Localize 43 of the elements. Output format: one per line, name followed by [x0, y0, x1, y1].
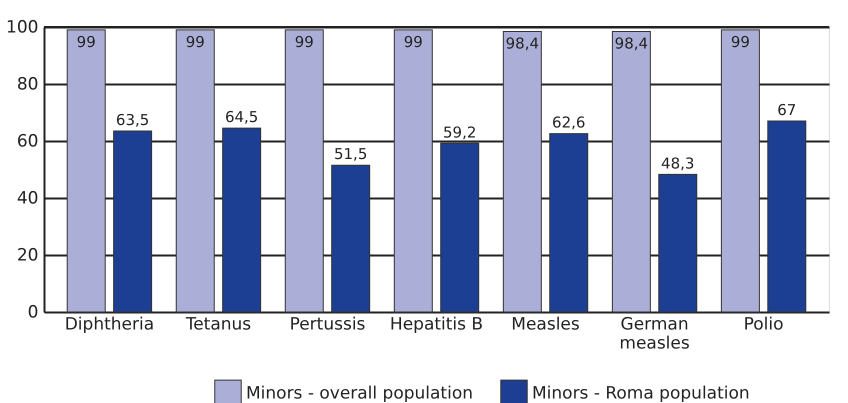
x-tick-label: Measles — [511, 314, 580, 334]
y-tick-label: 0 — [28, 302, 38, 322]
x-tick-label: Pertussis — [290, 314, 366, 334]
legend-label: Minors - overall population — [246, 383, 473, 403]
legend-label: Minors - Roma population — [532, 383, 750, 403]
data-label: 67 — [777, 101, 796, 120]
x-tick-label: Polio — [744, 314, 784, 334]
data-label: 99 — [76, 32, 96, 51]
bar — [720, 29, 760, 312]
data-label: 51,5 — [334, 145, 368, 164]
bar — [658, 174, 698, 312]
bar — [549, 133, 588, 312]
bar — [222, 128, 262, 312]
bar — [502, 31, 542, 312]
y-tick-label: 40 — [16, 188, 38, 208]
bar — [331, 164, 370, 312]
bar — [284, 29, 324, 312]
bar — [612, 31, 651, 312]
data-label: 99 — [294, 32, 314, 51]
y-tick-label: 60 — [16, 132, 38, 152]
bar — [66, 29, 106, 312]
bar — [440, 142, 480, 312]
data-label: 98,4 — [506, 34, 540, 53]
data-label: 99 — [730, 32, 750, 51]
data-label: 59,2 — [442, 123, 476, 142]
x-tick-label: Hepatitis B — [390, 314, 484, 334]
y-tick-label: 100 — [6, 18, 38, 38]
bar — [176, 29, 215, 312]
data-label: 99 — [186, 32, 205, 51]
data-label: 99 — [404, 32, 423, 51]
data-label: 62,6 — [552, 114, 586, 132]
x-tick-label: Diphtheria — [64, 314, 154, 334]
x-tick-label: Tetanus — [184, 314, 252, 334]
data-label: 48,3 — [661, 154, 694, 172]
data-label: 63,5 — [116, 111, 150, 130]
data-label: 64,5 — [224, 108, 258, 126]
y-tick-label: 20 — [16, 246, 38, 266]
y-tick-label: 80 — [16, 74, 38, 94]
bar — [113, 130, 152, 312]
data-label: 98,4 — [614, 34, 648, 53]
x-tick-label: German measles — [619, 314, 690, 354]
bar — [394, 29, 433, 312]
bar — [767, 120, 806, 312]
